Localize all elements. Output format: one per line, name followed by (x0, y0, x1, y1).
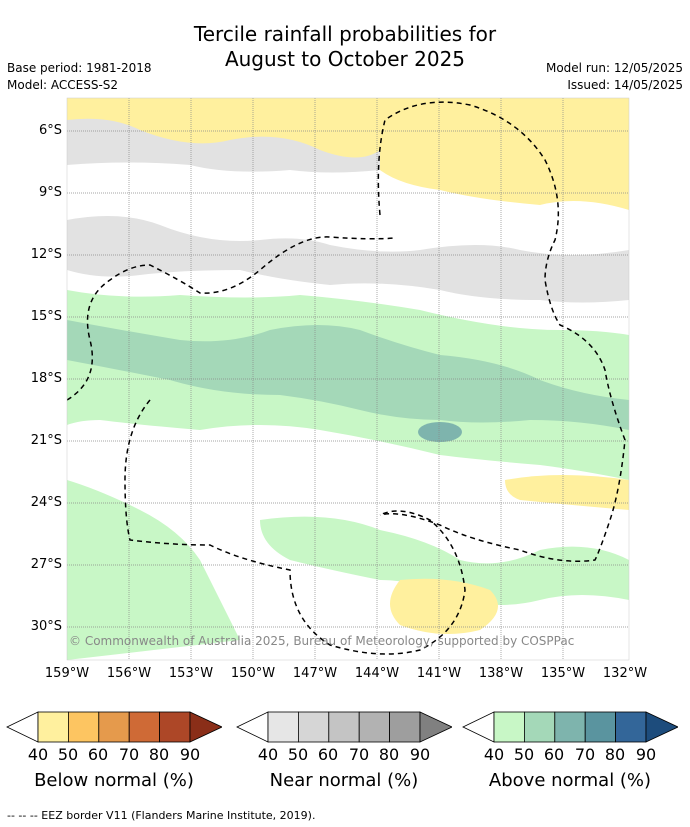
lat-label: 15°S (30, 309, 62, 324)
copyright-notice: © Commonwealth of Australia 2025, Bureau… (69, 634, 575, 648)
lat-label: 27°S (30, 557, 62, 572)
lon-label: 159°W (44, 666, 90, 681)
tick-label: 50 (57, 745, 79, 764)
above-normal-region (260, 516, 629, 605)
tick-label: 40 (257, 745, 279, 764)
colorbar-segment (37, 711, 69, 743)
lat-label: 12°S (30, 247, 62, 262)
lon-label: 147°W (292, 666, 338, 681)
above-normal-caption: Above normal (%) (488, 770, 652, 791)
tick-label: 60 (317, 745, 339, 764)
colorbar-min-arrow (462, 711, 495, 743)
lon-label: 141°W (416, 666, 462, 681)
tick-label: 70 (348, 745, 370, 764)
lat-label: 18°S (30, 371, 62, 386)
title-line-2: August to October 2025 (224, 47, 466, 71)
tick-label: 50 (513, 745, 535, 764)
title-line-1: Tercile rainfall probabilities for (193, 22, 497, 46)
lon-label: 153°W (168, 666, 214, 681)
below-normal-region (505, 475, 629, 510)
colorbar-max-arrow (645, 711, 678, 743)
lat-label: 30°S (30, 619, 62, 634)
colorbar-segment (615, 711, 647, 743)
map-frame (66, 97, 630, 661)
tick-label: 50 (287, 745, 309, 764)
tick-label: 90 (409, 745, 431, 764)
below-normal-region (390, 578, 498, 634)
above-normal-region (418, 422, 462, 442)
below-normal-caption: Below normal (%) (34, 770, 194, 791)
above-normal-region (67, 480, 240, 660)
above-normal-colorbar (462, 711, 678, 743)
eez-border (124, 399, 466, 655)
colorbar-min-arrow (236, 711, 269, 743)
tick-label: 70 (574, 745, 596, 764)
lon-label: 135°W (540, 666, 586, 681)
model-run: Model run: 12/05/2025 (545, 61, 683, 75)
colorbar-segment (554, 711, 586, 743)
near-normal-region (67, 216, 629, 303)
lat-label: 9°S (38, 185, 62, 200)
below-normal-region (67, 98, 629, 210)
base-period: Base period: 1981-2018 (7, 61, 152, 75)
colorbar-max-arrow (419, 711, 452, 743)
tick-label: 40 (483, 745, 505, 764)
colorbar-segment (267, 711, 299, 743)
tick-label: 60 (87, 745, 109, 764)
tick-label: 70 (118, 745, 140, 764)
colorbar-segment (358, 711, 390, 743)
colorbar-segment (68, 711, 100, 743)
near-normal-region (67, 118, 380, 173)
map-title: Tercile rainfall probabilities for Augus… (0, 22, 690, 72)
tick-label: 80 (604, 745, 626, 764)
near-normal-colorbar (236, 711, 452, 743)
tick-label: 90 (635, 745, 657, 764)
eez-footnote: -- -- -- EEZ border V11 (Flanders Marine… (7, 809, 316, 822)
graticule (67, 98, 629, 660)
eez-border (67, 236, 396, 401)
colorbar-segment (524, 711, 556, 743)
colorbar-segment (98, 711, 130, 743)
lon-label: 132°W (602, 666, 648, 681)
tick-label: 60 (543, 745, 565, 764)
meta-left: Base period: 1981-2018 Model: ACCESS-S2 (7, 60, 152, 94)
eez-border (377, 101, 626, 562)
tick-label: 80 (148, 745, 170, 764)
probability-map (66, 97, 630, 661)
lon-label: 156°W (106, 666, 152, 681)
colorbar-min-arrow (6, 711, 39, 743)
colorbar-segment (298, 711, 330, 743)
above-normal-region (67, 320, 629, 430)
colorbar-segment (159, 711, 191, 743)
lon-label: 150°W (230, 666, 276, 681)
issued-date: Issued: 14/05/2025 (567, 78, 683, 92)
lat-label: 6°S (38, 123, 62, 138)
near-normal-caption: Near normal (%) (269, 770, 419, 791)
model-name: Model: ACCESS-S2 (7, 78, 119, 92)
colorbar-segment (128, 711, 160, 743)
meta-right: Model run: 12/05/2025 Issued: 14/05/2025 (546, 60, 683, 94)
tick-label: 40 (27, 745, 49, 764)
colorbar-segment (584, 711, 616, 743)
below-normal-colorbar (6, 711, 222, 743)
lon-label: 144°W (354, 666, 400, 681)
lon-label: 138°W (478, 666, 524, 681)
colorbar-segment (493, 711, 525, 743)
colorbar-max-arrow (189, 711, 222, 743)
tick-label: 90 (179, 745, 201, 764)
colorbar-segment (389, 711, 421, 743)
tick-label: 80 (378, 745, 400, 764)
lat-label: 21°S (30, 433, 62, 448)
colorbar-segment (328, 711, 360, 743)
lat-label: 24°S (30, 495, 62, 510)
